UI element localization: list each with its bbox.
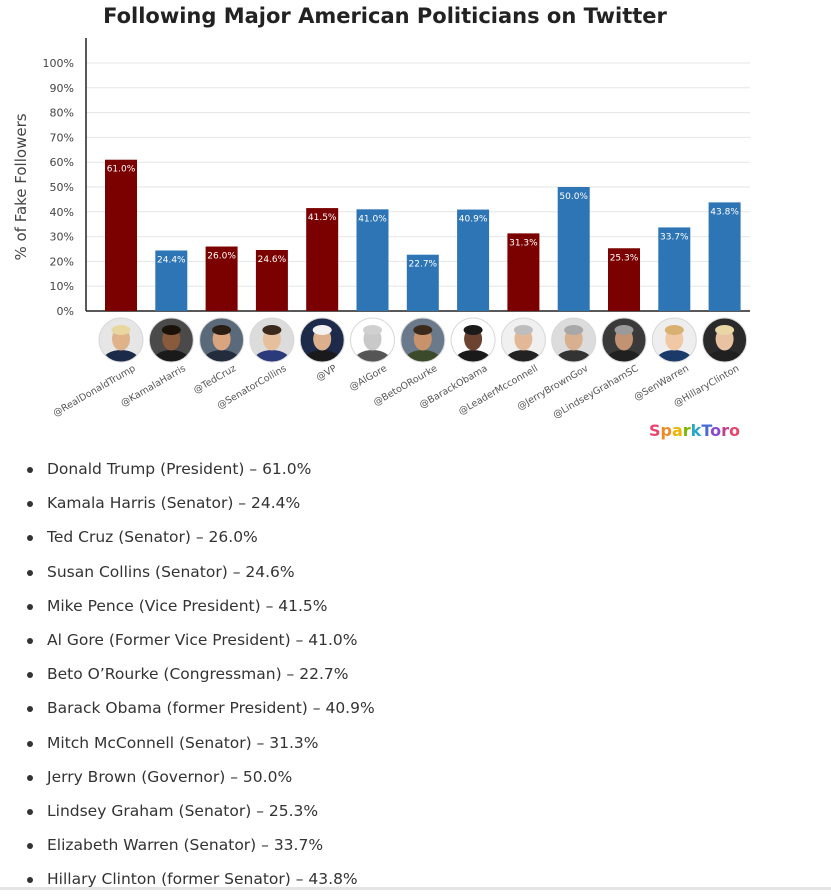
list-item: Elizabeth Warren (Senator) – 33.7% (27, 828, 375, 862)
fake-followers-bar-chart: Following Major American Politicians on … (12, 4, 750, 440)
list-item: Susan Collins (Senator) – 24.6% (27, 555, 375, 589)
category-label: @LindseyGrahamSC (551, 363, 641, 421)
avatar (299, 317, 345, 363)
data-label: 25.3% (610, 253, 639, 263)
data-labels: 61.0% 24.4% 26.0% 24.6% 41.5% 41.0% 22.7% 40.9%… (107, 165, 740, 270)
list-item: Barack Obama (former President) – 40.9% (27, 691, 375, 725)
brand-letter: k (691, 421, 702, 440)
avatar (199, 317, 245, 363)
brand-letter: o (729, 421, 740, 440)
brand-letter: r (683, 421, 691, 440)
bar (255, 249, 288, 311)
avatars (98, 317, 748, 363)
data-label: 26.0% (207, 252, 236, 262)
bar (356, 209, 389, 311)
y-tick-label: 90% (50, 82, 74, 95)
data-label: 24.4% (157, 255, 186, 265)
brand-letter: r (721, 421, 729, 440)
bar (658, 227, 691, 311)
avatar (702, 317, 748, 363)
y-tick-label: 100% (43, 57, 74, 70)
brand-letter: o (710, 421, 721, 440)
gridlines (86, 62, 750, 287)
brand-letter: T (701, 421, 712, 440)
bar (507, 233, 540, 311)
brand-letter: p (661, 421, 672, 440)
data-label: 40.9% (459, 215, 488, 225)
avatar (350, 317, 395, 363)
list-item: Mitch McConnell (Senator) – 31.3% (27, 726, 375, 760)
avatar (500, 317, 546, 363)
data-label: 41.0% (358, 214, 387, 224)
brand-letter: a (672, 421, 683, 440)
chart-title: Following Major American Politicians on … (103, 4, 667, 28)
bar (105, 159, 137, 311)
bar (708, 202, 741, 311)
avatar (601, 317, 647, 363)
avatar (249, 317, 295, 363)
list-item: Ted Cruz (Senator) – 26.0% (27, 520, 375, 554)
data-label: 43.8% (710, 207, 739, 217)
y-tick-label: 70% (50, 131, 74, 144)
y-tick-label: 30% (50, 231, 74, 244)
bar (406, 254, 439, 311)
y-tick-label: 40% (50, 206, 74, 219)
avatar (98, 317, 144, 363)
data-label: 41.5% (308, 213, 337, 223)
category-label: @VP (314, 363, 339, 384)
avatar (651, 317, 697, 363)
data-label: 50.0% (559, 192, 588, 202)
list-item: Kamala Harris (Senator) – 24.4% (27, 486, 375, 520)
avatar (400, 317, 446, 363)
y-axis-ticks: 0% 10% 20% 30% 40% 50% 60% 70% 80% 90% 100% (43, 57, 74, 318)
bar (155, 250, 188, 311)
bars (105, 159, 741, 311)
brand-name: SparkToro (649, 421, 740, 440)
list-item: Hillary Clinton (former Senator) – 43.8% (27, 862, 375, 896)
sparktoro-logo: SparkToro (649, 421, 740, 440)
data-label: 61.0% (107, 165, 136, 175)
bar (608, 248, 640, 311)
avatar (551, 317, 597, 363)
data-label: 31.3% (509, 238, 538, 248)
bar (457, 209, 490, 311)
category-label: @TedCruz (192, 363, 238, 396)
brand-letter: S (649, 421, 661, 440)
data-label: 33.7% (660, 232, 689, 242)
y-tick-label: 60% (50, 156, 74, 169)
data-label: 22.7% (409, 260, 438, 270)
list-item: Lindsey Graham (Senator) – 25.3% (27, 794, 375, 828)
data-label: 24.6% (258, 255, 287, 265)
bottom-divider (0, 887, 831, 890)
bar (557, 187, 590, 311)
y-tick-label: 20% (50, 255, 74, 268)
avatar (148, 317, 194, 363)
y-axis-label: % of Fake Followers (12, 113, 30, 260)
y-tick-label: 10% (50, 280, 74, 293)
category-label: @AlGore (348, 363, 389, 393)
y-tick-label: 0% (57, 305, 74, 318)
category-labels: @RealDonaldTrump@KamalaHarris @TedCruz@Se… (51, 363, 741, 421)
y-tick-label: 50% (50, 181, 74, 194)
politician-percentage-list: Donald Trump (President) – 61.0% Kamala H… (0, 452, 375, 896)
bar (306, 208, 339, 311)
category-label: @RealDonaldTrump (51, 363, 137, 419)
avatar (450, 317, 496, 363)
list-item: Donald Trump (President) – 61.0% (27, 452, 375, 486)
list-item: Beto O’Rourke (Congressman) – 22.7% (27, 657, 375, 691)
y-tick-label: 80% (50, 107, 74, 120)
list-item: Jerry Brown (Governor) – 50.0% (27, 760, 375, 794)
list-item: Al Gore (Former Vice President) – 41.0% (27, 623, 375, 657)
list-item: Mike Pence (Vice President) – 41.5% (27, 589, 375, 623)
bar (205, 246, 238, 311)
